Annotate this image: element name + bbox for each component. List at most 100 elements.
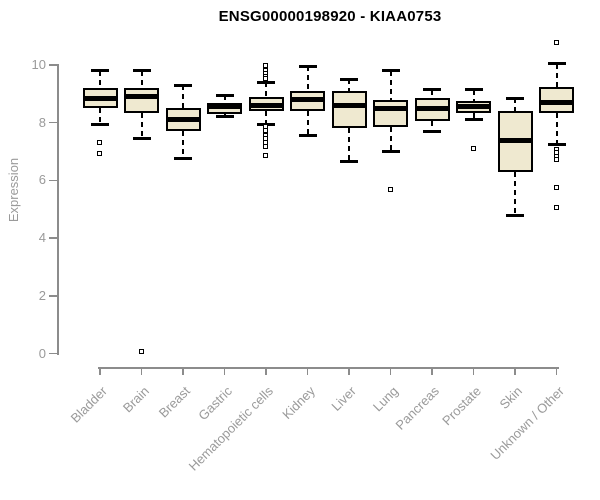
upper-whisker-cap — [506, 96, 524, 100]
outlier-point — [387, 187, 393, 193]
upper-whisker-cap — [464, 88, 483, 92]
upper-whisker — [140, 70, 143, 89]
outlier-point — [97, 151, 102, 157]
box — [539, 86, 574, 113]
lower-whisker — [472, 112, 475, 120]
outlier-point — [470, 145, 476, 151]
lower-whisker-cap — [215, 115, 234, 119]
median-line — [207, 104, 242, 110]
y-tick-label: 10 — [31, 57, 46, 72]
box — [331, 90, 367, 129]
lower-whisker — [265, 111, 267, 125]
outlier-point — [97, 139, 102, 145]
outlier-point — [263, 152, 268, 158]
outlier-point — [263, 144, 268, 150]
upper-whisker-cap — [381, 69, 400, 73]
outlier-point — [553, 157, 559, 163]
x-tick — [140, 367, 143, 375]
median-line — [497, 137, 533, 143]
lower-whisker — [306, 111, 309, 136]
y-axis-line — [57, 64, 59, 355]
x-tick — [431, 367, 433, 375]
y-tick — [49, 237, 57, 239]
y-tick — [49, 352, 57, 355]
upper-whisker — [265, 82, 267, 97]
median-line — [331, 102, 367, 108]
lower-whisker-cap — [423, 129, 441, 133]
x-tick — [99, 367, 101, 375]
x-tick — [555, 367, 558, 375]
x-tick — [389, 367, 392, 375]
upper-whisker-cap — [215, 93, 234, 97]
lower-whisker-cap — [174, 157, 192, 161]
upper-whisker-cap — [132, 69, 151, 73]
y-tick — [49, 295, 57, 297]
upper-whisker-cap — [423, 88, 441, 92]
y-tick-label: 2 — [38, 287, 46, 303]
median-line — [373, 105, 408, 111]
y-tick — [49, 179, 57, 182]
y-tick-label: 8 — [38, 114, 46, 130]
lower-whisker — [389, 127, 392, 152]
median-line — [248, 102, 284, 108]
y-tick — [49, 121, 57, 124]
median-line — [124, 94, 159, 100]
upper-whisker — [348, 79, 350, 91]
upper-whisker-cap — [174, 83, 192, 87]
x-tick — [514, 367, 516, 375]
median-line — [456, 104, 491, 110]
upper-whisker — [223, 95, 226, 103]
outlier-point — [553, 204, 559, 210]
chart-title: ENSG00000198920 - KIAA0753 — [218, 8, 442, 25]
lower-whisker — [514, 171, 516, 215]
lower-whisker — [431, 121, 433, 132]
upper-whisker — [555, 63, 558, 87]
x-tick — [306, 367, 309, 375]
median-line — [539, 100, 574, 105]
lower-whisker-cap — [340, 160, 358, 164]
upper-whisker — [306, 66, 309, 91]
upper-whisker-cap — [298, 64, 317, 68]
upper-whisker-cap — [547, 62, 566, 66]
upper-whisker — [472, 89, 475, 102]
lower-whisker — [348, 128, 350, 162]
y-axis-label: Expression — [6, 157, 21, 223]
upper-whisker — [431, 89, 433, 99]
box — [373, 99, 408, 128]
upper-whisker — [389, 70, 392, 100]
lower-whisker-cap — [381, 150, 400, 154]
upper-whisker — [514, 98, 516, 112]
x-tick — [348, 367, 350, 375]
y-tick-label: 6 — [38, 172, 46, 188]
upper-whisker — [182, 85, 184, 109]
median-line — [82, 95, 118, 101]
lower-whisker-cap — [132, 137, 151, 141]
box — [124, 88, 159, 113]
outlier-point — [553, 184, 559, 190]
x-axis-line — [98, 367, 559, 369]
lower-whisker — [99, 108, 101, 125]
lower-whisker — [140, 112, 143, 139]
outlier-point — [263, 76, 268, 82]
upper-whisker-cap — [257, 80, 275, 84]
x-tick — [223, 367, 226, 375]
x-tick — [472, 367, 475, 375]
y-tick — [49, 64, 57, 66]
median-line — [290, 97, 325, 103]
lower-whisker — [182, 131, 184, 159]
lower-whisker-cap — [91, 122, 109, 126]
lower-whisker-cap — [506, 213, 524, 217]
upper-whisker-cap — [91, 69, 109, 73]
lower-whisker-cap — [464, 118, 483, 122]
median-line — [165, 117, 201, 123]
y-tick-label: 0 — [38, 345, 46, 361]
x-tick — [265, 367, 267, 375]
outlier-point — [138, 349, 144, 355]
lower-whisker-cap — [547, 142, 566, 146]
y-tick-label: 4 — [38, 230, 46, 246]
upper-whisker — [99, 70, 101, 89]
upper-whisker-cap — [340, 77, 358, 81]
x-tick — [182, 367, 184, 375]
median-line — [414, 105, 450, 111]
